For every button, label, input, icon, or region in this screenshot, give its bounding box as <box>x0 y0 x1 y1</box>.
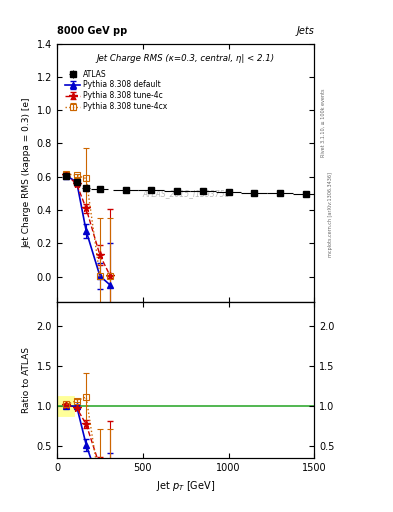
Text: Jets: Jets <box>297 26 314 36</box>
Text: ATLAS_2015_I1393758: ATLAS_2015_I1393758 <box>142 189 230 198</box>
Text: Jet Charge RMS (κ=0.3, central, η| < 2.1): Jet Charge RMS (κ=0.3, central, η| < 2.1… <box>97 54 275 63</box>
Text: 8000 GeV pp: 8000 GeV pp <box>57 26 127 36</box>
Legend: ATLAS, Pythia 8.308 default, Pythia 8.308 tune-4c, Pythia 8.308 tune-4cx: ATLAS, Pythia 8.308 default, Pythia 8.30… <box>63 68 169 113</box>
Y-axis label: Ratio to ATLAS: Ratio to ATLAS <box>22 347 31 413</box>
Bar <box>57 396 74 416</box>
Text: Rivet 3.1.10, ≥ 100k events: Rivet 3.1.10, ≥ 100k events <box>320 89 325 157</box>
Y-axis label: Jet Charge RMS (kappa = 0.3) [e]: Jet Charge RMS (kappa = 0.3) [e] <box>22 97 31 248</box>
X-axis label: Jet $p_T$ [GeV]: Jet $p_T$ [GeV] <box>156 479 215 493</box>
Text: mcplots.cern.ch [arXiv:1306.3436]: mcplots.cern.ch [arXiv:1306.3436] <box>328 173 333 258</box>
